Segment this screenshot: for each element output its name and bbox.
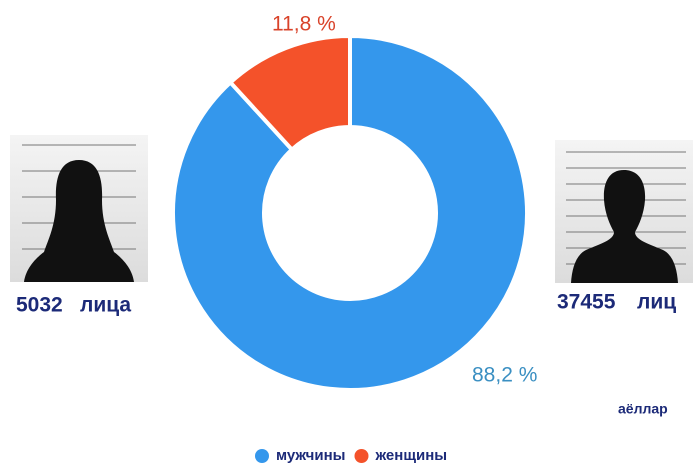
value-label: 11,8 % xyxy=(272,13,336,36)
legend-label: мужчины xyxy=(276,447,346,464)
male-photo xyxy=(555,140,693,283)
legend: мужчины женщины xyxy=(255,447,447,464)
female-count: 5032 xyxy=(16,294,63,317)
donut xyxy=(173,36,527,390)
legend-marker xyxy=(355,449,369,463)
female-unit: лица xyxy=(80,294,131,317)
value-label: 88,2 % xyxy=(472,364,537,387)
legend-label: женщины xyxy=(375,447,448,464)
note: аёллар xyxy=(618,401,668,417)
male-unit: лиц xyxy=(637,291,676,314)
male-count: 37455 xyxy=(557,291,616,314)
female-photo xyxy=(10,135,148,282)
legend-marker xyxy=(255,449,269,463)
chart: 5032 лица 37455 лиц аёллар мужчины женщин… xyxy=(0,0,694,467)
